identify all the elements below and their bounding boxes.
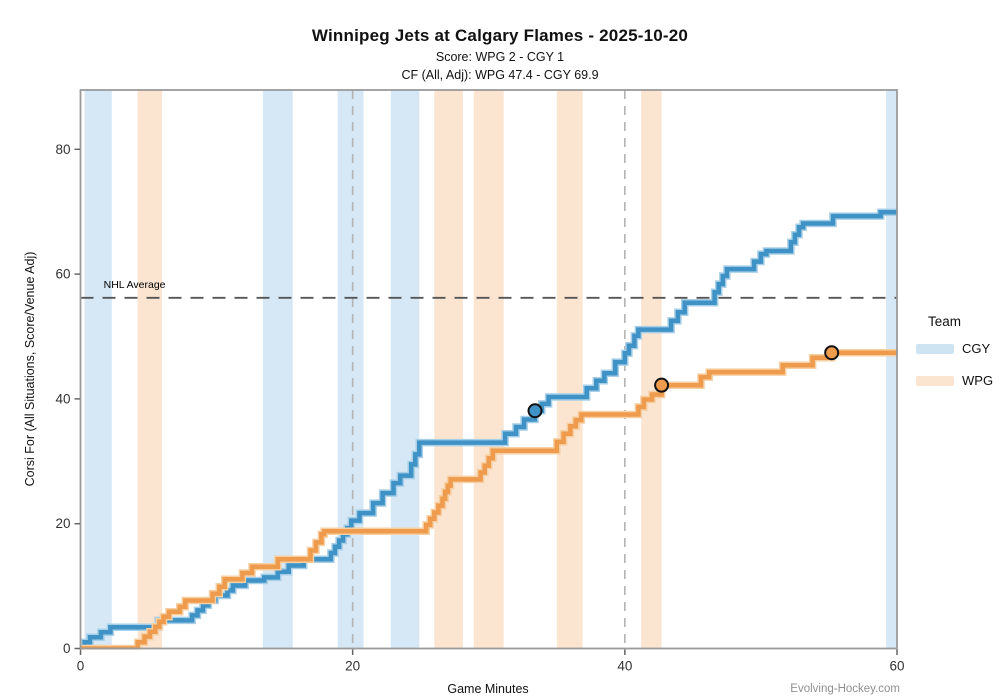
wpg-series-line xyxy=(80,350,897,650)
y-tick-label: 40 xyxy=(55,391,70,406)
x-tick-label: 40 xyxy=(617,659,632,674)
powerplay-band-cgy xyxy=(84,90,112,649)
wpg-legend-label: WPG xyxy=(962,373,994,388)
chart-subtitle-cf: CF (All, Adj): WPG 47.4 - CGY 69.9 xyxy=(401,68,599,82)
y-tick-label: 0 xyxy=(63,641,71,656)
chart-subtitle-score: Score: WPG 2 - CGY 1 xyxy=(435,50,565,64)
legend-title: Team xyxy=(928,314,962,329)
legend: Team CGY WPG xyxy=(916,314,993,405)
x-tick-label: 0 xyxy=(77,659,85,674)
powerplay-band-cgy xyxy=(262,90,293,649)
x-tick-label: 20 xyxy=(345,659,360,674)
powerplay-band-cgy xyxy=(886,90,897,649)
y-tick-label: 20 xyxy=(55,516,70,531)
y-tick-label: 80 xyxy=(55,142,70,157)
x-axis-label: Game Minutes xyxy=(447,682,529,696)
cgy-legend-swatch xyxy=(916,343,954,354)
x-tick-label: 60 xyxy=(889,659,904,674)
watermark-text: Evolving-Hockey.com xyxy=(790,683,900,695)
legend-entry-wpg: WPG xyxy=(916,373,993,388)
wpg-legend-swatch xyxy=(916,375,954,386)
y-tick-label: 60 xyxy=(55,267,70,282)
powerplay-band-wpg xyxy=(641,90,662,649)
powerplay-band-wpg xyxy=(556,90,583,649)
panel-group xyxy=(80,90,897,650)
powerplay-band-wpg xyxy=(137,90,163,649)
chart-title: Winnipeg Jets at Calgary Flames - 2025-1… xyxy=(311,26,689,45)
panel-border xyxy=(79,89,898,650)
powerplay-band-wpg xyxy=(473,90,504,649)
goal-marker-wpg xyxy=(824,345,840,361)
nhl-average-label: NHL Average xyxy=(104,279,166,291)
powerplay-band-wpg xyxy=(434,90,463,649)
cgy-legend-label: CGY xyxy=(962,341,991,356)
powerplay-band-cgy xyxy=(390,90,420,649)
goal-marker-cgy xyxy=(527,403,543,419)
goal-marker-wpg xyxy=(654,377,670,393)
legend-entry-cgy: CGY xyxy=(916,341,993,356)
powerplay-band-cgy xyxy=(337,90,364,649)
